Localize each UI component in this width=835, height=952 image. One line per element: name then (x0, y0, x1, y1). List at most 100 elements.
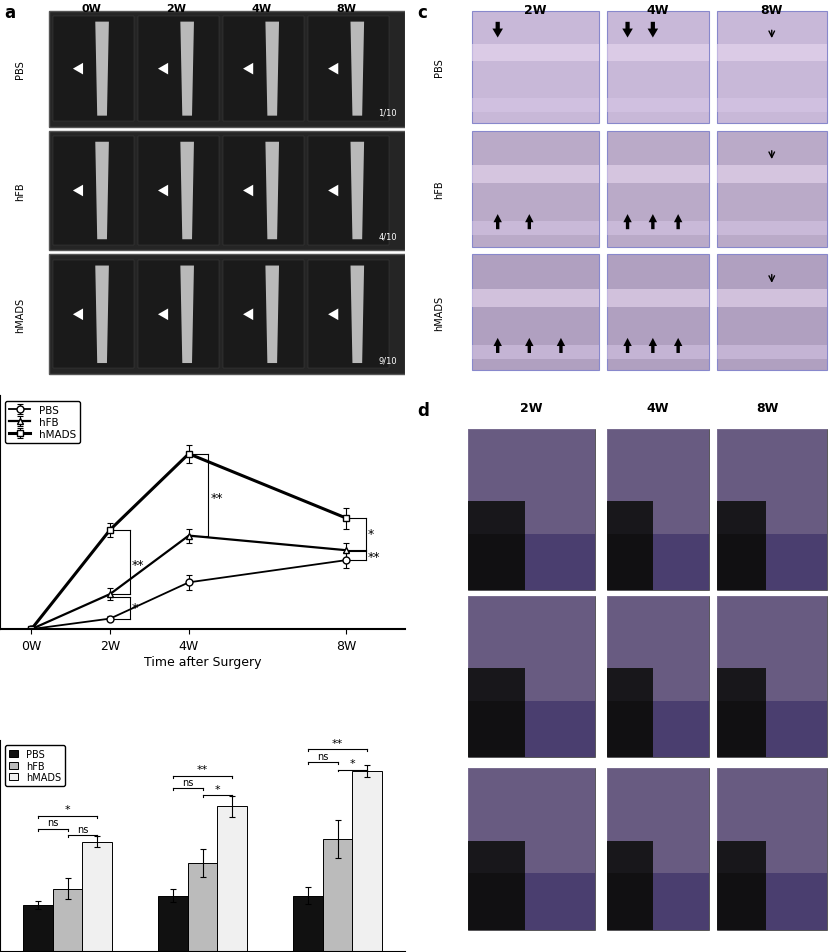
Polygon shape (328, 64, 338, 75)
Bar (525, 701, 595, 758)
Bar (767, 701, 827, 758)
Text: ns: ns (182, 777, 194, 787)
Text: PBS: PBS (433, 501, 443, 519)
Bar (607, 99, 709, 112)
Text: hFB: hFB (15, 182, 25, 201)
Polygon shape (158, 186, 168, 197)
Bar (468, 841, 525, 930)
Bar (525, 534, 595, 590)
Polygon shape (158, 309, 168, 321)
Bar (717, 167, 827, 184)
Bar (473, 167, 599, 184)
FancyArrow shape (649, 339, 657, 353)
Bar (717, 222, 827, 236)
Bar (607, 45, 709, 62)
Text: **: ** (197, 764, 208, 775)
Polygon shape (351, 23, 364, 116)
Bar (607, 429, 709, 590)
FancyArrow shape (674, 339, 682, 353)
Text: 9/10: 9/10 (378, 356, 397, 366)
Polygon shape (73, 64, 83, 75)
Text: a: a (4, 4, 15, 22)
Bar (607, 222, 709, 236)
FancyArrow shape (649, 215, 657, 230)
Bar (473, 255, 599, 371)
Text: 1/10: 1/10 (378, 109, 397, 118)
Polygon shape (73, 309, 83, 321)
Bar (217, 806, 247, 952)
Bar (607, 167, 709, 184)
Text: *: * (132, 602, 138, 614)
Text: hMADS: hMADS (433, 295, 443, 330)
Bar (607, 346, 709, 360)
Bar (223, 17, 304, 122)
Bar (717, 768, 827, 873)
Bar (607, 289, 709, 307)
Bar (607, 768, 709, 930)
Bar (468, 768, 595, 930)
Bar (468, 502, 525, 590)
Bar (53, 137, 134, 246)
Bar (653, 873, 709, 930)
Polygon shape (95, 143, 109, 240)
Bar (468, 429, 595, 534)
FancyArrow shape (624, 339, 632, 353)
Text: hMADS: hMADS (433, 832, 443, 866)
Text: c: c (418, 4, 428, 22)
Polygon shape (95, 267, 109, 364)
Text: ns: ns (47, 818, 58, 827)
Bar (53, 17, 134, 122)
Text: hMADS: hMADS (15, 297, 25, 332)
Text: ns: ns (77, 824, 88, 834)
Polygon shape (180, 143, 194, 240)
Bar (293, 896, 323, 952)
Polygon shape (73, 186, 83, 197)
Polygon shape (328, 186, 338, 197)
Text: *: * (350, 759, 355, 768)
Bar (223, 137, 304, 246)
Text: 8W: 8W (337, 4, 357, 14)
Bar (607, 11, 709, 124)
FancyArrow shape (525, 339, 534, 353)
Bar (23, 905, 53, 952)
Text: 2W: 2W (166, 4, 186, 14)
Text: **: ** (210, 491, 223, 505)
Bar (323, 840, 352, 952)
Text: 4W: 4W (646, 4, 669, 17)
Bar (717, 11, 827, 124)
Polygon shape (243, 64, 253, 75)
Text: **: ** (132, 559, 144, 572)
Text: **: ** (367, 550, 380, 563)
Bar (138, 17, 219, 122)
Bar (468, 429, 595, 590)
Bar (607, 841, 653, 930)
Bar (717, 668, 767, 758)
Bar (607, 131, 709, 248)
Text: **: ** (332, 738, 343, 747)
Bar (308, 261, 389, 369)
Text: hFB: hFB (433, 667, 443, 686)
Legend: PBS, hFB, hMADS: PBS, hFB, hMADS (5, 745, 65, 786)
Polygon shape (266, 267, 279, 364)
Text: d: d (418, 402, 429, 420)
Bar (473, 289, 599, 307)
FancyArrow shape (622, 23, 633, 38)
Text: ns: ns (317, 751, 328, 761)
Bar (607, 255, 709, 371)
Bar (223, 261, 304, 369)
Bar (717, 502, 767, 590)
Text: 8W: 8W (761, 4, 783, 17)
Bar (653, 534, 709, 590)
Bar (473, 131, 599, 248)
Text: 4/10: 4/10 (378, 232, 397, 242)
Text: *: * (367, 527, 374, 541)
Polygon shape (180, 267, 194, 364)
Bar (607, 768, 709, 873)
Bar (717, 45, 827, 62)
Polygon shape (243, 309, 253, 321)
Bar (48, 131, 405, 251)
Text: 4W: 4W (646, 402, 669, 414)
Bar (525, 873, 595, 930)
Polygon shape (351, 267, 364, 364)
Legend: PBS, hFB, hMADS: PBS, hFB, hMADS (5, 401, 80, 444)
